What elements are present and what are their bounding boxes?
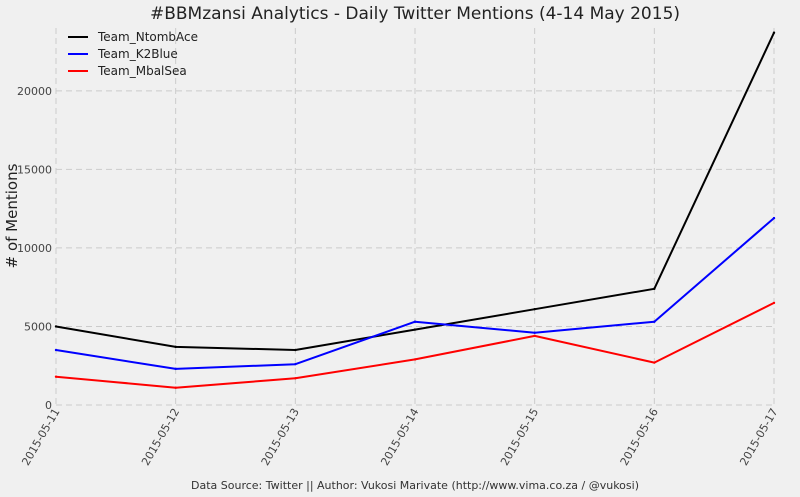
data-point-Team_NtombAce-2015-05-17 [772,31,776,34]
x-tick-label: 2015-05-14 [378,406,421,468]
data-point-Team_K2Blue-2015-05-16 [653,320,656,323]
series-layer [54,31,776,389]
data-point-Team_NtombAce-2015-05-13 [294,348,297,352]
x-tick-label: 2015-05-16 [618,406,661,468]
y-axis-label: # of Mentions [3,163,21,268]
y-tick-label: 0 [45,399,52,412]
legend: Team_NtombAce Team_K2Blue Team_MbalSea [68,30,198,78]
y-tick-label: 10000 [17,242,52,255]
data-point-Team_MbalSea-2015-05-17 [772,301,776,305]
y-tick-label: 5000 [24,320,52,333]
data-point-Team_NtombAce-2015-05-14 [413,328,417,331]
chart-title: #BBMzansi Analytics - Daily Twitter Ment… [150,4,680,24]
grid-layer [55,28,775,406]
x-tick-label: 2015-05-11 [19,406,62,468]
data-point-Team_K2Blue-2015-05-14 [413,320,417,323]
data-point-Team_MbalSea-2015-05-12 [174,386,177,389]
data-point-Team_MbalSea-2015-05-14 [413,358,417,361]
data-point-Team_K2Blue-2015-05-12 [174,367,177,371]
y-tick-label: 15000 [17,163,52,176]
data-point-Team_MbalSea-2015-05-11 [54,375,58,378]
axis-layer: 0 5000 10000 15000 20000 2015-05-11 2015-05-12… [17,85,781,468]
data-point-Team_MbalSea-2015-05-13 [294,377,297,380]
data-point-Team_NtombAce-2015-05-15 [533,307,536,311]
data-point-Team_NtombAce-2015-05-11 [54,325,58,328]
data-point-Team_MbalSea-2015-05-15 [533,334,536,338]
x-tick-label: 2015-05-13 [259,406,302,468]
x-tick-label: 2015-05-17 [737,406,780,468]
data-point-Team_K2Blue-2015-05-13 [294,362,297,366]
data-point-Team_K2Blue-2015-05-11 [54,348,58,352]
data-point-Team_NtombAce-2015-05-12 [174,345,177,349]
data-point-Team_K2Blue-2015-05-15 [533,331,536,334]
legend-label: Team_NtombAce [97,30,198,44]
x-tick-label: 2015-05-15 [498,406,541,468]
y-tick-label: 20000 [17,85,52,98]
legend-label: Team_K2Blue [97,47,178,61]
legend-label: Team_MbalSea [97,64,187,78]
data-point-Team_K2Blue-2015-05-17 [772,216,776,220]
data-point-Team_MbalSea-2015-05-16 [653,361,656,364]
x-tick-label: 2015-05-12 [139,406,182,468]
data-source-footer: Data Source: Twitter || Author: Vukosi M… [191,479,639,492]
data-point-Team_NtombAce-2015-05-16 [653,287,656,290]
